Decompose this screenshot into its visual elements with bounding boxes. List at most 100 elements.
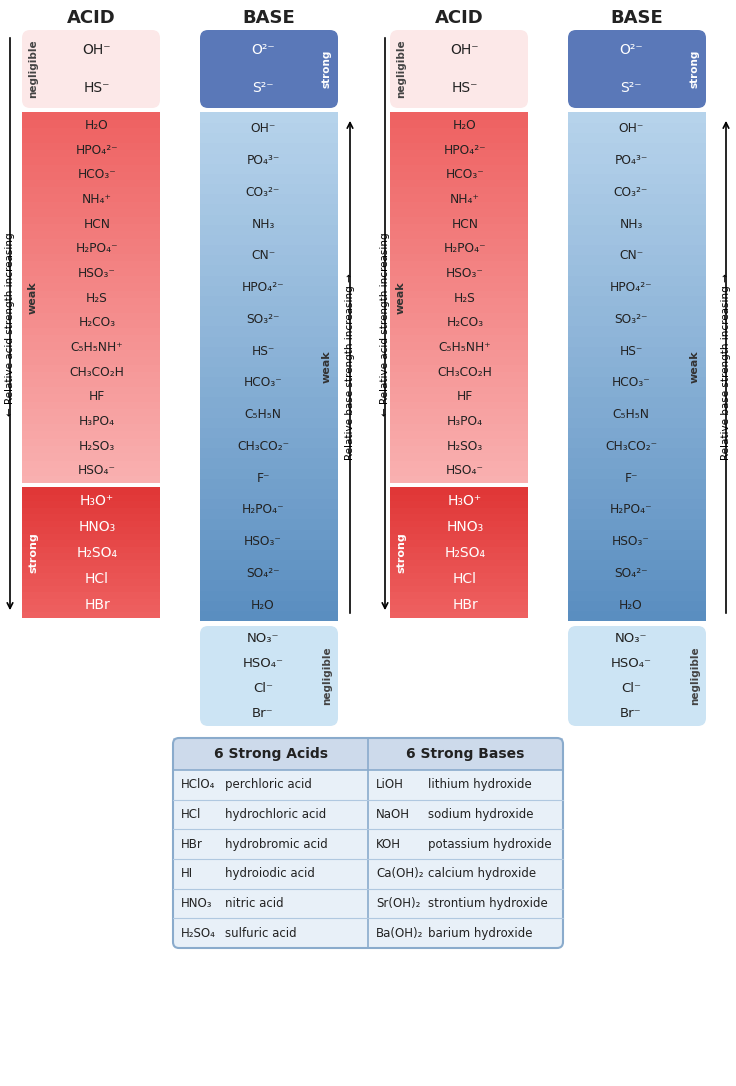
- Bar: [22, 445, 160, 453]
- Bar: [390, 514, 528, 520]
- Text: HClO₄: HClO₄: [181, 779, 216, 792]
- Text: strong: strong: [690, 50, 700, 88]
- Bar: [568, 163, 706, 174]
- Bar: [200, 224, 338, 235]
- Bar: [22, 267, 160, 276]
- Text: HCN: HCN: [451, 217, 478, 230]
- Bar: [22, 467, 160, 476]
- Text: Br⁻: Br⁻: [620, 707, 642, 720]
- Bar: [22, 179, 160, 187]
- Bar: [200, 315, 338, 327]
- Bar: [568, 235, 706, 245]
- Text: HI: HI: [181, 868, 193, 881]
- Text: strong: strong: [396, 532, 406, 573]
- Text: NH₄⁺: NH₄⁺: [450, 193, 480, 206]
- Bar: [22, 216, 160, 224]
- Bar: [568, 377, 706, 388]
- Bar: [390, 430, 528, 439]
- Bar: [22, 430, 160, 439]
- Text: HCl: HCl: [181, 808, 202, 821]
- Bar: [200, 377, 338, 388]
- Text: O²⁻: O²⁻: [251, 42, 275, 56]
- Bar: [200, 265, 338, 276]
- Bar: [390, 149, 528, 157]
- Bar: [22, 507, 160, 514]
- Text: H₂O: H₂O: [619, 598, 643, 611]
- Bar: [390, 578, 528, 585]
- Text: CH₃CO₂H: CH₃CO₂H: [438, 366, 492, 379]
- FancyBboxPatch shape: [568, 626, 706, 727]
- Bar: [22, 112, 160, 121]
- Text: nitric acid: nitric acid: [225, 897, 283, 910]
- Bar: [568, 407, 706, 418]
- Bar: [568, 285, 706, 295]
- Text: weak: weak: [690, 351, 700, 383]
- Text: negligible: negligible: [322, 646, 332, 705]
- Bar: [200, 427, 338, 438]
- Text: potassium hydroxide: potassium hydroxide: [428, 837, 551, 850]
- Bar: [200, 478, 338, 489]
- Text: NH₃: NH₃: [619, 217, 643, 230]
- Bar: [568, 254, 706, 265]
- Bar: [568, 345, 706, 357]
- Text: ACID: ACID: [67, 9, 116, 27]
- Bar: [390, 238, 528, 247]
- Text: HNO₃: HNO₃: [446, 520, 484, 534]
- Text: CO₃²⁻: CO₃²⁻: [246, 186, 280, 199]
- Bar: [390, 597, 528, 605]
- Text: H₂SO₃: H₂SO₃: [79, 440, 115, 453]
- Text: HCO₃⁻: HCO₃⁻: [77, 168, 116, 181]
- Text: HPO₄²⁻: HPO₄²⁻: [609, 281, 652, 294]
- Bar: [22, 224, 160, 231]
- Bar: [200, 396, 338, 407]
- Bar: [22, 552, 160, 559]
- Bar: [200, 508, 338, 519]
- Text: NO₃⁻: NO₃⁻: [615, 632, 647, 645]
- Text: OH⁻: OH⁻: [250, 123, 276, 136]
- Text: sulfuric acid: sulfuric acid: [225, 926, 297, 939]
- FancyBboxPatch shape: [200, 626, 338, 727]
- Text: negligible: negligible: [28, 40, 38, 99]
- Bar: [390, 527, 528, 533]
- Bar: [22, 386, 160, 394]
- Bar: [568, 599, 706, 610]
- Bar: [568, 396, 706, 407]
- Bar: [22, 238, 160, 247]
- Bar: [568, 508, 706, 519]
- Text: sodium hydroxide: sodium hydroxide: [428, 808, 534, 821]
- Bar: [22, 514, 160, 520]
- Bar: [22, 408, 160, 416]
- Text: negligible: negligible: [396, 40, 406, 99]
- Bar: [390, 179, 528, 187]
- Text: HNO₃: HNO₃: [181, 897, 213, 910]
- Text: Ca(OH)₂: Ca(OH)₂: [376, 868, 423, 881]
- Bar: [568, 366, 706, 377]
- Bar: [568, 153, 706, 164]
- Bar: [390, 610, 528, 618]
- Bar: [200, 580, 338, 591]
- Bar: [390, 467, 528, 476]
- Bar: [390, 282, 528, 291]
- Text: NH₃: NH₃: [251, 217, 275, 230]
- Bar: [390, 186, 528, 194]
- Bar: [22, 245, 160, 254]
- Bar: [390, 507, 528, 514]
- Text: SO₄²⁻: SO₄²⁻: [246, 567, 280, 580]
- Bar: [200, 235, 338, 245]
- Text: HSO₄⁻: HSO₄⁻: [78, 464, 116, 477]
- Text: PO₄³⁻: PO₄³⁻: [615, 154, 648, 167]
- Text: HPO₄²⁻: HPO₄²⁻: [241, 281, 284, 294]
- Bar: [200, 519, 338, 530]
- Bar: [22, 527, 160, 533]
- Bar: [568, 326, 706, 337]
- Text: H₃O⁺: H₃O⁺: [448, 494, 482, 508]
- Bar: [390, 275, 528, 283]
- Text: HF: HF: [457, 390, 473, 403]
- Bar: [200, 204, 338, 215]
- Bar: [390, 224, 528, 231]
- Text: HSO₄⁻: HSO₄⁻: [242, 657, 283, 670]
- Bar: [568, 387, 706, 397]
- Text: CH₃CO₂⁻: CH₃CO₂⁻: [237, 440, 289, 453]
- Text: HCO₃⁻: HCO₃⁻: [244, 377, 283, 390]
- Bar: [390, 604, 528, 611]
